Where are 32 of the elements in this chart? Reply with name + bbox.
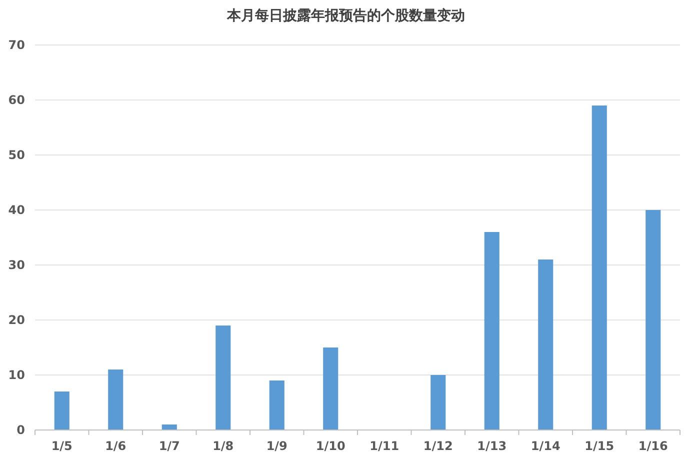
y-tick-label: 40	[8, 203, 25, 218]
y-tick-label: 60	[8, 93, 25, 108]
bar	[216, 326, 231, 430]
bar	[54, 392, 70, 430]
bar	[269, 380, 284, 430]
bar	[646, 210, 661, 430]
x-tick-label: 1/11	[370, 439, 400, 453]
x-tick-label: 1/5	[51, 439, 72, 453]
x-tick-label: 1/14	[530, 439, 560, 453]
y-tick-label: 0	[16, 423, 25, 438]
y-tick-label: 70	[8, 38, 25, 52]
y-tick-label: 50	[8, 148, 25, 162]
x-tick-label: 1/15	[584, 439, 614, 453]
bar	[538, 260, 554, 430]
bar	[430, 375, 446, 430]
x-tick-label: 1/10	[316, 439, 346, 453]
y-tick-label: 20	[8, 313, 25, 328]
x-tick-label: 1/12	[423, 439, 453, 453]
bar	[108, 370, 124, 430]
x-tick-label: 1/8	[212, 439, 234, 453]
x-tick-label: 1/9	[266, 439, 288, 453]
bar	[323, 348, 338, 430]
bar	[162, 424, 177, 430]
x-tick-label: 1/13	[477, 439, 507, 453]
x-tick-label: 1/16	[638, 439, 668, 453]
chart-title: 本月每日披露年报预告的个股数量变动	[226, 7, 465, 24]
bar	[484, 232, 500, 430]
y-tick-label: 10	[8, 368, 25, 382]
x-tick-label: 1/6	[105, 439, 126, 453]
y-tick-label: 30	[8, 258, 25, 272]
x-tick-label: 1/7	[158, 439, 180, 453]
bar	[592, 106, 607, 430]
